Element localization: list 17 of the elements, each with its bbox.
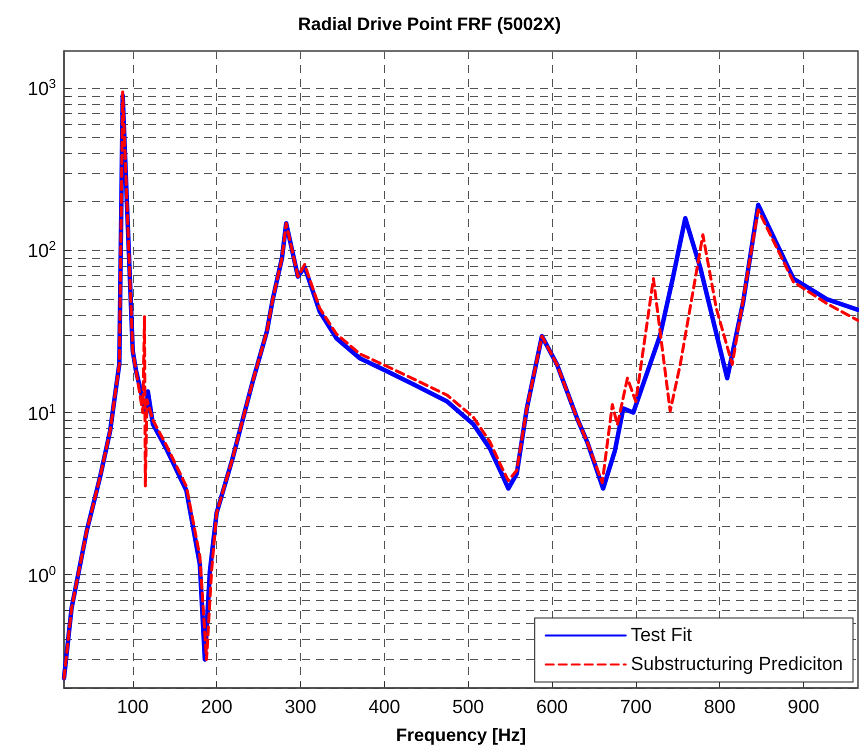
y-tick-label: 10$^{2}$ [28, 238, 56, 263]
x-axis-title: Frequency [Hz] [396, 725, 526, 745]
x-tick-label: 800 [704, 697, 736, 718]
x-tick-label: 900 [788, 697, 820, 718]
chart-title: Radial Drive Point FRF (5002X) [298, 14, 562, 34]
x-tick-label: 500 [452, 697, 484, 718]
legend-label: Substructuring Prediciton [630, 654, 844, 675]
x-tick-label: 300 [284, 697, 316, 718]
y-tick-label: 10$^{1}$ [28, 400, 56, 425]
x-tick-label: 600 [536, 697, 568, 718]
x-tick-label: 100 [116, 697, 149, 718]
y-tick-label: 10$^{0}$ [28, 562, 56, 587]
x-tick-label: 200 [200, 697, 232, 718]
x-tick-label: 400 [368, 697, 400, 718]
x-tick-label: 700 [620, 697, 652, 718]
legend-label: Test Fit [630, 625, 693, 646]
y-tick-label: 10$^{3}$ [28, 76, 56, 101]
